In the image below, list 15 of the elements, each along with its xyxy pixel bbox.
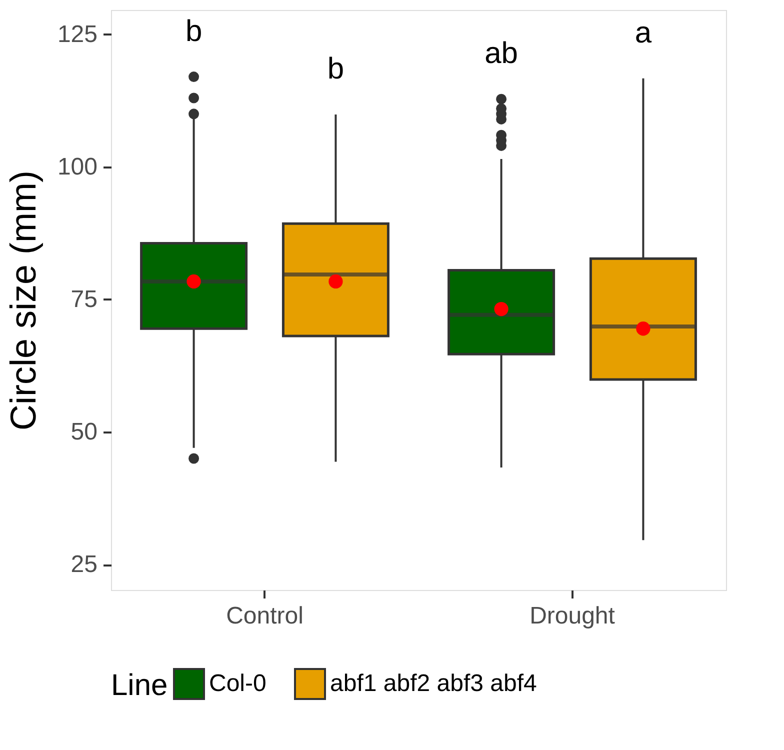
annotation: b bbox=[327, 52, 344, 86]
y-tick-label: 25 bbox=[70, 551, 98, 578]
y-tick-label: 75 bbox=[70, 286, 98, 313]
annotation: a bbox=[634, 16, 652, 50]
annotation: b bbox=[185, 14, 202, 48]
legend-title: Line bbox=[111, 669, 168, 702]
y-axis-title: Circle size (mm) bbox=[2, 170, 44, 430]
x-tick-label: Control bbox=[226, 602, 304, 630]
legend-label: Col-0 bbox=[209, 670, 266, 697]
y-tick-label: 125 bbox=[57, 20, 98, 48]
legend-label: abf1 abf2 abf3 abf4 bbox=[330, 670, 537, 697]
annotation: ab bbox=[484, 37, 518, 70]
y-tick-label: 100 bbox=[57, 153, 98, 180]
y-tick-label: 50 bbox=[70, 418, 98, 446]
x-tick-label: Drought bbox=[530, 602, 616, 630]
